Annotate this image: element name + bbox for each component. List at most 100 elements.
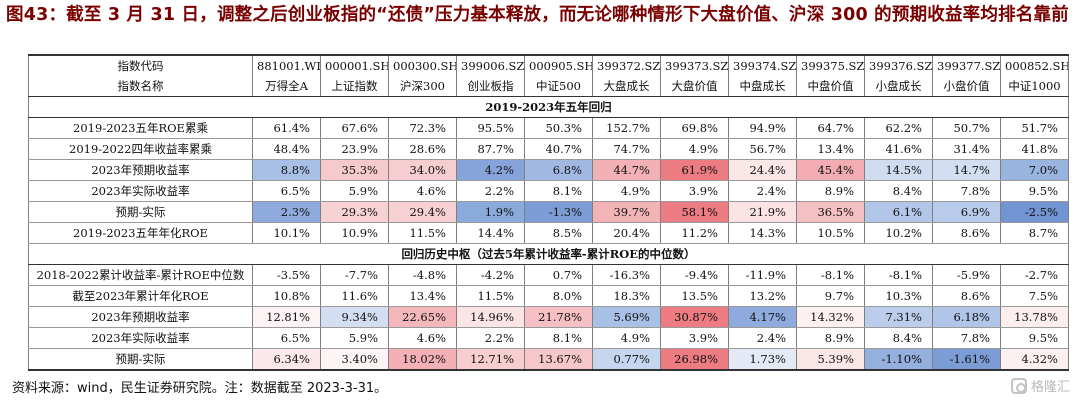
value-cell: 36.5% (796, 201, 865, 223)
value-cell: 8.7% (1000, 222, 1069, 244)
value-cell: 14.3% (728, 222, 797, 244)
value-cell: -8.1% (864, 264, 933, 286)
header-name-cell: 创业板指 (456, 76, 525, 97)
header-row-codes: 指数代码 881001.WI 000001.SH 000300.SH 399006.SZ… (28, 54, 1069, 76)
header-name-cell: 中证1000 (1000, 76, 1069, 97)
value-cell: 6.1% (864, 201, 933, 223)
value-cell: 87.7% (456, 138, 525, 160)
table-row: 预期-实际 6.34% 3.40% 18.02% 12.71% 13.67% 0.77% 26… (28, 348, 1069, 371)
value-cell: -9.4% (660, 264, 729, 286)
value-cell: 13.5% (660, 285, 729, 307)
value-cell: 51.7% (1000, 117, 1069, 139)
value-cell: 8.1% (524, 180, 593, 202)
value-cell: 34.0% (388, 159, 457, 181)
value-cell: 8.9% (796, 327, 865, 349)
value-cell: 4.9% (592, 327, 661, 349)
value-cell: 18.3% (592, 285, 661, 307)
value-cell: 8.9% (796, 180, 865, 202)
value-cell: 23.9% (320, 138, 389, 160)
value-cell: 50.7% (932, 117, 1001, 139)
value-cell: -4.2% (456, 264, 525, 286)
value-cell: 7.5% (1000, 285, 1069, 307)
row-label: 2019-2023五年年化ROE (28, 222, 253, 244)
table-row: 2019-2022四年收益率累乘 48.4% 23.9% 28.6% 87.7% 40.7… (28, 138, 1069, 160)
header-name-cell: 中盘成长 (728, 76, 797, 97)
header-name-cell: 中证500 (524, 76, 593, 97)
value-cell: 13.4% (796, 138, 865, 160)
value-cell: 8.5% (524, 222, 593, 244)
value-cell: 10.3% (864, 285, 933, 307)
value-cell: 14.7% (932, 159, 1001, 181)
row-label: 2019-2022四年收益率累乘 (28, 138, 253, 160)
value-cell: 20.4% (592, 222, 661, 244)
value-cell: 11.5% (456, 285, 525, 307)
header-code-cell: 399376.SZ (864, 54, 933, 76)
header-code-cell: 000300.SH (388, 54, 457, 76)
table-row: 截至2023年累计年化ROE 10.8% 11.6% 13.4% 11.5% 8.0% 18… (28, 285, 1069, 307)
header-code-cell: 399377.SZ (932, 54, 1001, 76)
header-name-cell: 大盘价值 (660, 76, 729, 97)
table-row: 2019-2023五年年化ROE 10.1% 10.9% 11.5% 14.4% 8.5%… (28, 222, 1069, 244)
value-cell: 2.3% (252, 201, 321, 223)
value-cell: -16.3% (592, 264, 661, 286)
header-name-cell: 中盘价值 (796, 76, 865, 97)
section-title: 回归历史中枢（过去5年累计收益率-累计ROE的中位数） (28, 243, 1069, 265)
value-cell: 9.34% (320, 306, 389, 328)
header-name-cell: 万得全A (252, 76, 321, 97)
source-note: 资料来源：wind，民生证券研究院。注：数据截至 2023-3-31。 (12, 381, 388, 396)
row-label: 2023年预期收益率 (28, 159, 253, 181)
table-row: 预期-实际 2.3% 29.3% 29.4% 1.9% -1.3% 39.7% 58.1% 21… (28, 201, 1069, 223)
value-cell: 61.9% (660, 159, 729, 181)
value-cell: 35.3% (320, 159, 389, 181)
value-cell: 13.67% (524, 348, 593, 371)
value-cell: 2.2% (456, 180, 525, 202)
value-cell: 48.4% (252, 138, 321, 160)
header-code-cell: 881001.WI (252, 54, 321, 76)
value-cell: 40.7% (524, 138, 593, 160)
value-cell: 8.4% (864, 180, 933, 202)
value-cell: 7.0% (1000, 159, 1069, 181)
value-cell: 22.65% (388, 306, 457, 328)
value-cell: 13.2% (728, 285, 797, 307)
value-cell: 8.6% (932, 285, 1001, 307)
value-cell: 0.7% (524, 264, 593, 286)
table-row: 2023年预期收益率 8.8% 35.3% 34.0% 4.2% 6.8% 44.7% 61.… (28, 159, 1069, 181)
table-row: 2019-2023五年ROE累乘 61.4% 67.6% 72.3% 95.5% 50.3… (28, 117, 1069, 139)
value-cell: 14.4% (456, 222, 525, 244)
section-header-row: 2019-2023年五年回归 (28, 96, 1069, 118)
header-code-cell: 000905.SH (524, 54, 593, 76)
header-name-cell: 小盘价值 (932, 76, 1001, 97)
watermark-text: 格隆汇 (1030, 380, 1070, 395)
header-name-cell: 大盘成长 (592, 76, 661, 97)
value-cell: 69.8% (660, 117, 729, 139)
header-row-names: 指数名称 万得全A 上证指数 沪深300 创业板指 中证500 大盘成长 大盘价值 中盘成长 中盘… (28, 76, 1069, 97)
value-cell: 14.96% (456, 306, 525, 328)
value-cell: 26.98% (660, 348, 729, 371)
value-cell: 3.9% (660, 180, 729, 202)
value-cell: 4.17% (728, 306, 797, 328)
value-cell: 4.6% (388, 180, 457, 202)
value-cell: 45.4% (796, 159, 865, 181)
value-cell: 2.4% (728, 327, 797, 349)
value-cell: 29.3% (320, 201, 389, 223)
watermark: 格隆汇 (1010, 376, 1070, 395)
value-cell: 8.6% (932, 222, 1001, 244)
value-cell: 8.0% (524, 285, 593, 307)
row-label: 2023年实际收益率 (28, 180, 253, 202)
value-cell: 13.4% (388, 285, 457, 307)
value-cell: 6.18% (932, 306, 1001, 328)
table-row: 2023年预期收益率 12.81% 9.34% 22.65% 14.96% 21.78% 5… (28, 306, 1069, 328)
value-cell: 6.34% (252, 348, 321, 371)
value-cell: 7.31% (864, 306, 933, 328)
value-cell: 21.78% (524, 306, 593, 328)
header-code-cell: 399006.SZ (456, 54, 525, 76)
value-cell: -8.1% (796, 264, 865, 286)
value-cell: 64.7% (796, 117, 865, 139)
value-cell: 12.81% (252, 306, 321, 328)
value-cell: 41.8% (1000, 138, 1069, 160)
value-cell: 56.7% (728, 138, 797, 160)
row-label: 预期-实际 (28, 201, 253, 223)
header-name-label: 指数名称 (28, 76, 253, 97)
returns-table: 指数代码 881001.WI 000001.SH 000300.SH 399006.SZ… (28, 54, 1069, 371)
value-cell: 41.6% (864, 138, 933, 160)
